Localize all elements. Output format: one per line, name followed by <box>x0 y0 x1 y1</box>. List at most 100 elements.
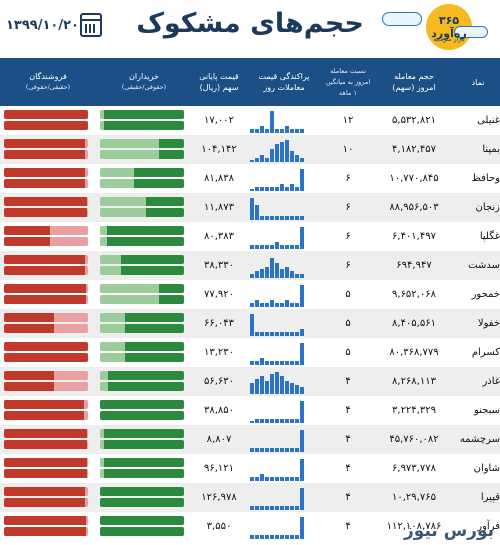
spread-bar <box>250 361 254 365</box>
spread-bar <box>295 274 299 278</box>
spread-bar <box>260 419 264 423</box>
logo-brand: ۳۶۵ ره‌آورد <box>431 14 467 40</box>
symbol-cell[interactable]: سرچشمه <box>459 434 500 445</box>
volume-share-bar <box>100 313 184 322</box>
volume-share-bar <box>100 226 184 235</box>
spread-bar <box>270 258 274 278</box>
spread-bar <box>270 332 274 336</box>
ratio-cell: ۶ <box>345 260 351 271</box>
sellers-gauge <box>4 168 90 189</box>
spread-bar <box>275 448 279 452</box>
spread-bar <box>280 216 284 220</box>
symbol-cell[interactable]: کسرام <box>471 347 500 358</box>
spread-bar <box>285 381 289 394</box>
spread-bar <box>295 129 299 133</box>
spread-bar <box>250 160 254 162</box>
spread-bar <box>250 274 254 278</box>
spread-bar <box>295 448 299 452</box>
volume-cell: ۴,۱۸۲,۴۵۷ <box>392 144 436 155</box>
spread-bar <box>295 216 299 220</box>
spread-bar <box>270 419 274 423</box>
volume-share-bar <box>4 487 88 496</box>
spread-bar <box>275 187 279 191</box>
buyers-gauge <box>100 342 186 363</box>
symbol-cell[interactable]: بمپنا <box>482 144 500 155</box>
spread-bar <box>285 448 289 452</box>
volume-cell: ۶,۴۰۱,۴۹۷ <box>392 231 436 242</box>
symbol-cell[interactable]: فرآور <box>477 521 500 532</box>
price-spread-chart <box>250 370 320 394</box>
buyers-gauge <box>100 139 186 160</box>
spread-bar <box>250 129 254 133</box>
count-share-bar <box>100 295 184 304</box>
table-row: بمپنا ۴,۱۸۲,۴۵۷ ۱۰ ۱۰۴,۱۴۲ <box>0 135 500 164</box>
spread-bar <box>255 419 259 423</box>
spread-bar <box>285 506 289 510</box>
spread-bar <box>250 303 254 307</box>
symbol-cell[interactable]: وحافظ <box>471 173 500 184</box>
symbol-cell[interactable]: غگلپا <box>479 231 500 242</box>
close-price-cell: ۱۳,۲۳۰ <box>203 347 235 358</box>
symbol-cell[interactable]: غنیلی <box>477 115 500 126</box>
spread-bar <box>285 332 289 336</box>
col-ratio: نسبت معامله امروز به میانگین ۱ ماهه <box>325 66 371 97</box>
page-title: حجم‌های مشکوک <box>136 8 364 39</box>
symbol-cell[interactable]: غاذر <box>482 376 500 387</box>
col-buyers: خریداران (حقوقی/حقیقی) <box>121 72 167 91</box>
count-share-bar <box>100 237 184 246</box>
count-share-bar <box>100 382 184 391</box>
spread-bar <box>280 535 284 539</box>
count-share-bar <box>4 208 88 217</box>
buyers-gauge <box>100 516 186 537</box>
symbol-cell[interactable]: خفولا <box>477 318 500 329</box>
spread-bar <box>250 383 254 394</box>
spread-bar <box>300 329 304 336</box>
volume-cell: ۹,۶۵۲,۰۶۸ <box>392 289 436 300</box>
spread-bar <box>295 332 299 336</box>
sellers-gauge <box>4 110 90 131</box>
symbol-cell[interactable]: خمحور <box>471 289 500 300</box>
spread-bar <box>270 216 274 220</box>
volume-share-bar <box>4 284 88 293</box>
spread-bar <box>265 419 269 423</box>
spread-bar <box>265 158 269 162</box>
spread-bar <box>265 216 269 220</box>
count-share-bar <box>4 324 88 333</box>
spread-bar <box>250 506 254 510</box>
spread-bar <box>260 448 264 452</box>
spread-bar <box>290 448 294 452</box>
spread-bar <box>300 401 304 423</box>
count-share-bar <box>100 121 184 130</box>
spread-bar <box>295 506 299 510</box>
sellers-gauge <box>4 487 90 508</box>
volume-cell: ۱۰,۲۹,۷۶۵ <box>392 492 436 503</box>
symbol-cell[interactable]: شاوان <box>473 463 500 474</box>
symbol-cell[interactable]: سبجنو <box>473 405 500 416</box>
spread-bar <box>265 303 269 307</box>
spread-bar <box>280 245 284 249</box>
count-share-bar <box>100 150 184 159</box>
count-share-bar <box>4 527 88 536</box>
symbol-cell[interactable]: زنجان <box>475 202 500 213</box>
volume-cell: ۱۰,۷۷۰,۸۴۵ <box>389 173 439 184</box>
sellers-gauge <box>4 400 90 421</box>
spread-bar <box>255 271 259 278</box>
buyers-gauge <box>100 255 186 276</box>
spread-bar <box>250 421 254 423</box>
volume-share-bar <box>4 168 88 177</box>
spread-bar <box>290 151 294 162</box>
volume-share-bar <box>4 429 88 438</box>
count-share-bar <box>4 179 88 188</box>
spread-bar <box>300 343 304 365</box>
sellers-gauge <box>4 226 90 247</box>
sellers-gauge <box>4 284 90 305</box>
volume-share-bar <box>100 429 184 438</box>
volume-cell: ۶,۹۷۳,۷۷۸ <box>392 463 436 474</box>
spread-bar <box>280 506 284 510</box>
spread-bar <box>270 245 274 249</box>
symbol-cell[interactable]: سدشت <box>468 260 500 271</box>
spread-bar <box>280 129 284 133</box>
spread-bar <box>285 361 289 365</box>
price-spread-chart <box>250 486 320 510</box>
symbol-cell[interactable]: قپیرا <box>480 492 500 503</box>
